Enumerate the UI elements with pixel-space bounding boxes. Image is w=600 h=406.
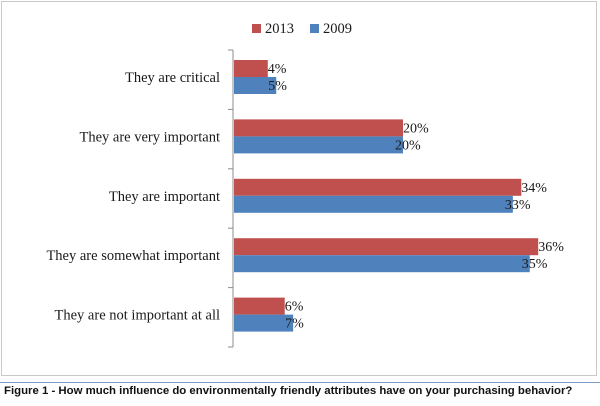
category-label-they-are-very-important: They are very important bbox=[79, 129, 220, 145]
data-label-2013-they-are-important: 34% bbox=[521, 181, 547, 196]
legend-label-2009: 2009 bbox=[323, 21, 352, 37]
legend-swatch-2009 bbox=[310, 24, 319, 33]
data-label-2013-they-are-critical: 4% bbox=[268, 62, 287, 77]
data-label-2009-they-are-critical: 5% bbox=[268, 79, 287, 94]
bar-2009-they-are-important bbox=[234, 195, 513, 213]
category-label-they-are-not-important-at-all: They are not important at all bbox=[55, 308, 220, 324]
category-label-they-are-important: They are important bbox=[109, 189, 220, 205]
category-label-they-are-somewhat-important: They are somewhat important bbox=[46, 248, 220, 264]
data-label-2009-they-are-not-important-at-all: 7% bbox=[285, 317, 304, 332]
bar-2013-they-are-very-important bbox=[234, 119, 403, 137]
data-label-2009-they-are-very-important: 20% bbox=[395, 138, 421, 153]
bar-2013-they-are-not-important-at-all bbox=[234, 297, 285, 315]
legend-swatch-2013 bbox=[252, 24, 261, 33]
legend-label-2013: 2013 bbox=[265, 21, 294, 37]
bar-2009-they-are-not-important-at-all bbox=[234, 314, 294, 332]
data-label-2009-they-are-important: 33% bbox=[505, 198, 531, 213]
category-label-they-are-critical: They are critical bbox=[125, 70, 220, 86]
bar-2013-they-are-somewhat-important bbox=[234, 238, 539, 256]
figure-caption: Figure 1 - How much influence do environ… bbox=[4, 385, 573, 397]
chart-area: They are critical 4% 5% They are very impor… bbox=[1, 1, 597, 376]
data-label-2009-they-are-somewhat-important: 35% bbox=[522, 257, 548, 272]
data-label-2013-they-are-not-important-at-all: 6% bbox=[285, 300, 304, 315]
data-label-2013-they-are-somewhat-important: 36% bbox=[538, 240, 564, 255]
bar-chart: They are critical 4% 5% They are very impor… bbox=[46, 21, 564, 348]
bar-2009-they-are-somewhat-important bbox=[234, 255, 530, 273]
bar-2009-they-are-very-important bbox=[234, 136, 403, 154]
data-label-2013-they-are-very-important: 20% bbox=[403, 121, 429, 136]
caption-rule bbox=[0, 382, 600, 383]
bar-2013-they-are-critical bbox=[234, 60, 268, 77]
bar-2013-they-are-important bbox=[234, 178, 522, 196]
bar-2009-they-are-critical bbox=[234, 77, 277, 94]
